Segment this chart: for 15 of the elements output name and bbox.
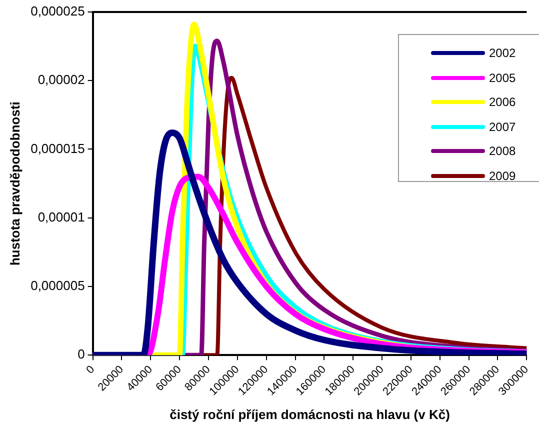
legend-label: 2009 (489, 168, 516, 183)
y-tick-label: 0,000005 (30, 278, 85, 294)
y-tick-label: 0,000025 (30, 4, 85, 19)
y-tick-label: 0,00002 (38, 72, 85, 88)
legend-label: 2002 (489, 46, 516, 60)
legend-label: 2008 (489, 144, 516, 158)
y-axis-title: hustota pravděpodobnosti (7, 102, 22, 266)
y-tick-label: 0,000015 (30, 140, 85, 156)
legend-label: 2005 (489, 70, 516, 85)
x-tick-label: 0 (84, 364, 98, 376)
y-tick-label: 0,00001 (38, 209, 85, 224)
x-axis-title: čistý roční příjem domácnosti na hlavu (v Kč) (170, 406, 450, 422)
legend-label: 2007 (489, 120, 516, 134)
legend-label: 2006 (489, 95, 516, 110)
y-tick-label: 0 (78, 346, 85, 362)
